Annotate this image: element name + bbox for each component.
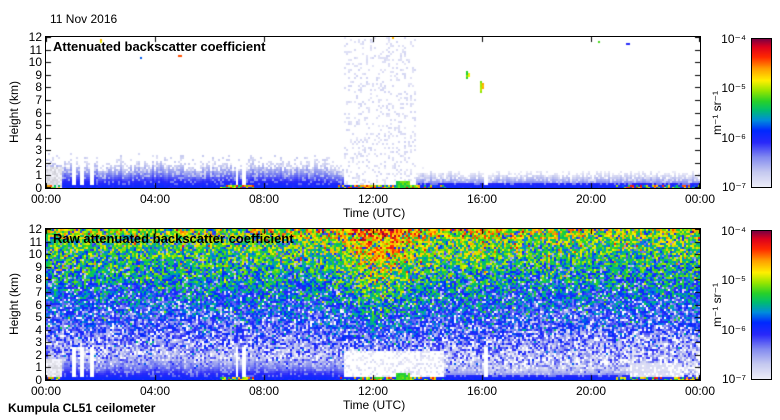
y-tick-label-panel2: 3: [35, 335, 42, 350]
attenuated-backscatter-heatmap: [45, 36, 701, 189]
x-tick-label-panel2: 04:00: [139, 384, 171, 398]
y-tick-label-panel1: 10: [28, 55, 42, 70]
date-label: 11 Nov 2016: [50, 12, 118, 26]
bottom-colorbar-unit: m⁻¹ sr⁻¹: [710, 283, 724, 327]
top-xaxis-label: Time (UTC): [343, 206, 406, 220]
x-tick-label-panel1: 20:00: [575, 192, 607, 206]
x-tick-label-panel1: 04:00: [139, 192, 171, 206]
y-tick-label-panel2: 12: [28, 222, 42, 236]
bottom-panel-title: Raw attenuated backscatter coefficient: [53, 231, 294, 246]
y-tick-label-panel2: 6: [35, 297, 42, 312]
colorbar-tick-label-panel2: 10⁻⁷: [721, 372, 746, 386]
x-tick-label-panel1: 16:00: [466, 192, 498, 206]
y-tick-label-panel2: 8: [35, 272, 42, 287]
y-tick-label-panel1: 8: [35, 80, 42, 95]
x-tick-label-panel2: 00:00: [684, 384, 716, 398]
colorbar-tick-label-panel1: 10⁻⁵: [721, 81, 746, 96]
y-tick-label-panel1: 1: [35, 168, 42, 183]
colorbar-tick-label-panel2: 10⁻⁵: [721, 273, 746, 288]
y-tick-label-panel1: 12: [28, 30, 42, 44]
x-tick-label-panel1: 00:00: [30, 192, 62, 206]
top-colorbar: [751, 38, 772, 188]
x-tick-label-panel1: 00:00: [684, 192, 716, 206]
y-tick-label-panel2: 2: [35, 347, 42, 362]
x-tick-label-panel2: 08:00: [248, 384, 280, 398]
colorbar-tick-label-panel2: 10⁻⁶: [721, 322, 746, 337]
x-tick-label-panel2: 12:00: [357, 384, 389, 398]
y-tick-label-panel1: 5: [35, 118, 42, 133]
y-tick-label-panel2: 4: [35, 322, 42, 337]
x-tick-label-panel2: 16:00: [466, 384, 498, 398]
top-panel-title: Attenuated backscatter coefficient: [53, 39, 266, 54]
colorbar-tick-label-panel1: 10⁻⁶: [721, 130, 746, 145]
instrument-footer: Kumpula CL51 ceilometer: [8, 401, 156, 415]
y-tick-label-panel1: 3: [35, 143, 42, 158]
y-tick-label-panel1: 4: [35, 130, 42, 145]
bottom-colorbar: [751, 230, 772, 380]
top-colorbar-unit: m⁻¹ sr⁻¹: [710, 91, 724, 135]
bottom-xaxis-label: Time (UTC): [343, 398, 406, 412]
y-tick-label-panel2: 9: [35, 259, 42, 274]
y-tick-label-panel2: 11: [29, 234, 42, 249]
y-tick-label-panel2: 7: [35, 284, 42, 299]
y-tick-label-panel1: 0: [35, 181, 42, 195]
y-tick-label-panel2: 5: [35, 310, 42, 325]
y-tick-label-panel2: 0: [35, 373, 42, 387]
y-tick-label-panel1: 6: [35, 105, 42, 120]
y-tick-label-panel2: 1: [35, 360, 42, 375]
y-tick-label-panel1: 7: [35, 92, 42, 107]
y-tick-label-panel1: 11: [29, 42, 42, 57]
y-tick-label-panel2: 10: [28, 247, 42, 262]
colorbar-tick-label-panel2: 10⁻⁴: [721, 224, 746, 238]
raw-backscatter-heatmap: [45, 228, 701, 381]
x-tick-label-panel1: 12:00: [357, 192, 389, 206]
y-tick-label-panel1: 2: [35, 155, 42, 170]
colorbar-tick-label-panel1: 10⁻⁷: [721, 180, 746, 194]
x-tick-label-panel2: 00:00: [30, 384, 62, 398]
colorbar-tick-label-panel1: 10⁻⁴: [721, 32, 746, 46]
x-tick-label-panel1: 08:00: [248, 192, 280, 206]
y-tick-label-panel1: 9: [35, 67, 42, 82]
x-tick-label-panel2: 20:00: [575, 384, 607, 398]
